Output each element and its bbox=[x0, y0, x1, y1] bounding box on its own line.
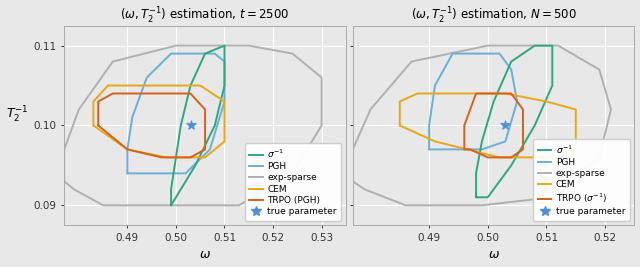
X-axis label: $\omega$: $\omega$ bbox=[488, 249, 500, 261]
Y-axis label: $T_2^{-1}$: $T_2^{-1}$ bbox=[6, 105, 28, 125]
Legend: $\sigma^{-1}$, PGH, exp-sparse, CEM, TRPO (PGH), true parameter: $\sigma^{-1}$, PGH, exp-sparse, CEM, TRP… bbox=[244, 143, 341, 221]
Title: $(\omega, T_2^{-1})$ estimation, $t = 2500$: $(\omega, T_2^{-1})$ estimation, $t = 25… bbox=[120, 6, 290, 26]
Legend: $\sigma^{-1}$, PGH, exp-sparse, CEM, TRPO ($\sigma^{-1}$), true parameter: $\sigma^{-1}$, PGH, exp-sparse, CEM, TRP… bbox=[533, 139, 630, 221]
X-axis label: $\omega$: $\omega$ bbox=[199, 249, 211, 261]
Title: $(\omega, T_2^{-1})$ estimation, $N = 500$: $(\omega, T_2^{-1})$ estimation, $N = 50… bbox=[411, 6, 577, 26]
